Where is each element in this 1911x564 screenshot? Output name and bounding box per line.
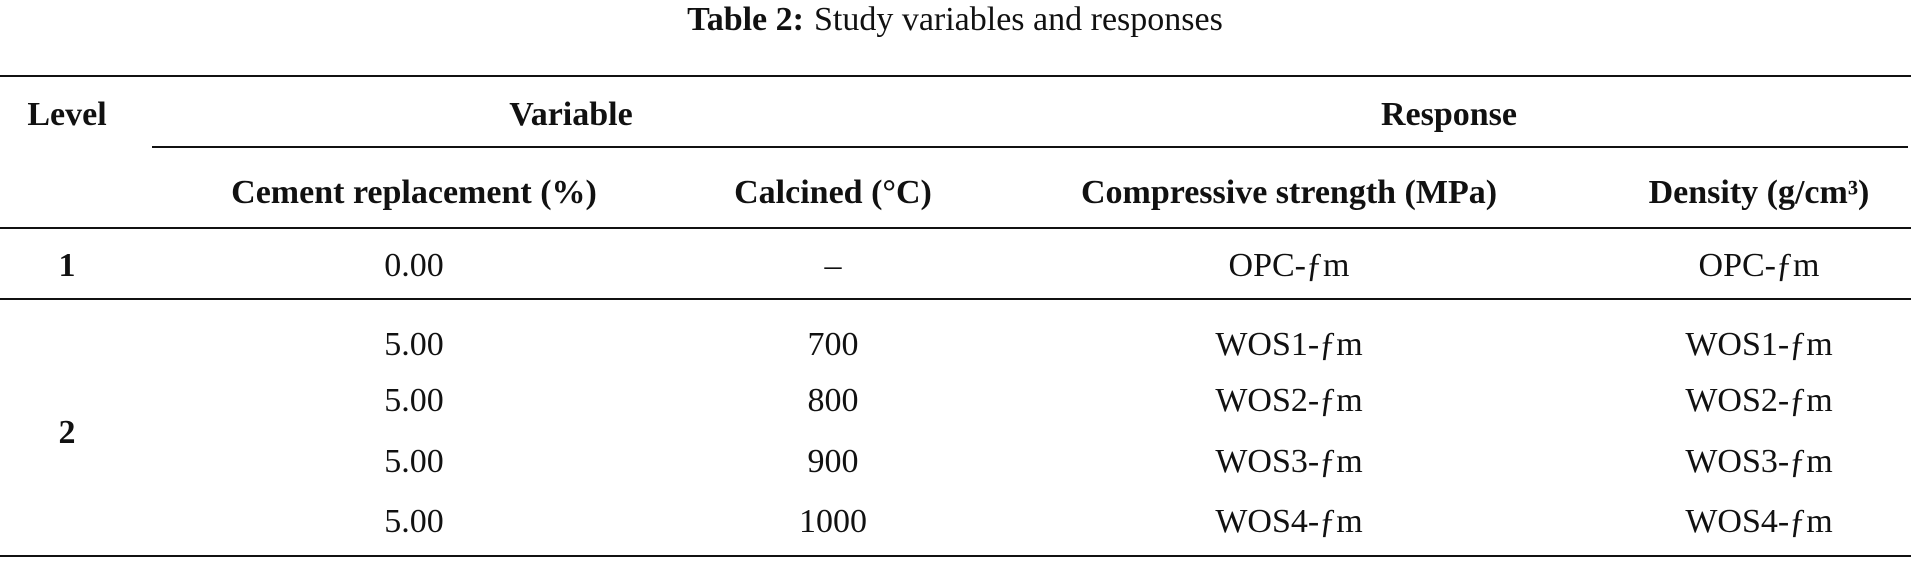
table-cell: 5.00 xyxy=(384,503,444,540)
caption-label: Table 2: xyxy=(687,1,804,38)
variable-header: Variable xyxy=(509,96,632,133)
level-cell: 2 xyxy=(59,414,76,451)
response-header: Response xyxy=(1381,96,1517,133)
table-cell: OPC-ƒm xyxy=(1229,247,1350,284)
caption-text: Study variables and responses xyxy=(814,1,1223,38)
table-cell: WOS3-ƒm xyxy=(1685,443,1832,480)
table-cell: 0.00 xyxy=(384,247,444,284)
table-cell: WOS2-ƒm xyxy=(1215,382,1362,419)
level-cell: 1 xyxy=(59,247,76,284)
column-header: Calcined (°C) xyxy=(734,174,932,211)
column-header: Cement replacement (%) xyxy=(231,174,597,211)
table-cell: 1000 xyxy=(799,503,867,540)
table-cell: OPC-ƒm xyxy=(1699,247,1820,284)
table-cell: 900 xyxy=(808,443,859,480)
table-cell: 5.00 xyxy=(384,382,444,419)
table-cell: 5.00 xyxy=(384,443,444,480)
table-cell: WOS1-ƒm xyxy=(1215,326,1362,363)
column-header: Density (g/cm³) xyxy=(1649,174,1870,211)
table-cell: WOS2-ƒm xyxy=(1685,382,1832,419)
table-cell: 800 xyxy=(808,382,859,419)
table-cell: WOS4-ƒm xyxy=(1685,503,1832,540)
table-cell: 5.00 xyxy=(384,326,444,363)
table-cell: WOS3-ƒm xyxy=(1215,443,1362,480)
table-cell: WOS1-ƒm xyxy=(1685,326,1832,363)
table-cell: – xyxy=(824,247,843,284)
table-caption: Table 2: Study variables and responses xyxy=(687,1,1223,38)
column-header: Compressive strength (MPa) xyxy=(1081,174,1497,211)
table-cell: WOS4-ƒm xyxy=(1215,503,1362,540)
table-cell: 700 xyxy=(808,326,859,363)
level-header: Level xyxy=(27,96,106,133)
